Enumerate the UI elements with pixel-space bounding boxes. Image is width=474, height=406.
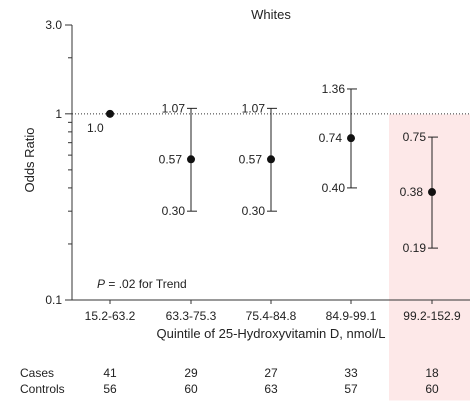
- y-tick-label: 0.1: [45, 293, 62, 307]
- lower-ci-label: 0.40: [322, 181, 346, 195]
- or-label: 0.57: [159, 152, 183, 166]
- data-point: [267, 155, 275, 164]
- lower-ci-label: 0.30: [242, 204, 266, 218]
- x-tick-label: 84.9-99.1: [326, 309, 377, 323]
- data-point: [347, 134, 355, 143]
- x-tick-label: 99.2-152.9: [403, 309, 461, 323]
- table-cell: 29: [184, 366, 198, 380]
- data-point: [428, 188, 436, 197]
- or-label: 1.0: [87, 121, 104, 135]
- y-tick-label: 1: [55, 107, 62, 121]
- table-cell: 63: [264, 382, 278, 396]
- data-marks: 1.0 1.07 0.30 0.57 1.07 0.30 0.57 1.36 0.40 0.74 0…: [87, 82, 438, 255]
- table-cell: 60: [425, 382, 439, 396]
- table-cell: 56: [103, 382, 117, 396]
- x-axis: 15.2-63.2 63.3-75.3 75.4-84.8 84.9-99.1 99.2…: [72, 299, 470, 323]
- highlight-band: [389, 114, 470, 401]
- lower-ci-label: 0.19: [403, 241, 427, 255]
- upper-ci-label: 1.07: [242, 101, 266, 115]
- table-cell: 60: [184, 382, 198, 396]
- x-tick-label: 75.4-84.8: [246, 309, 297, 323]
- x-tick-label: 15.2-63.2: [85, 309, 136, 323]
- y-tick-label: 3.0: [45, 18, 62, 32]
- table-row-label: Cases: [20, 366, 54, 380]
- table-cell: 41: [103, 366, 117, 380]
- y-axis: 0.1 1 3.0: [45, 18, 73, 307]
- table-row-label: Controls: [20, 382, 65, 396]
- x-axis-label: Quintile of 25-Hydroxyvitamin D, nmol/L: [156, 326, 385, 341]
- counts-table: Cases 41 29 27 33 18 Controls 56 60 63 57 60: [20, 366, 439, 396]
- table-cell: 57: [344, 382, 358, 396]
- y-axis-label: Odds Ratio: [22, 127, 37, 192]
- chart-title: Whites: [251, 7, 291, 22]
- or-label: 0.74: [319, 131, 343, 145]
- table-cell: 27: [264, 366, 278, 380]
- trend-annotation: P = .02 for Trend: [97, 277, 187, 291]
- upper-ci-label: 1.07: [162, 101, 186, 115]
- data-point: [187, 155, 195, 164]
- trend-p: P: [97, 277, 105, 291]
- table-cell: 33: [344, 366, 358, 380]
- trend-text: = .02 for Trend: [105, 277, 187, 291]
- or-label: 0.57: [239, 152, 263, 166]
- upper-ci-label: 1.36: [322, 82, 346, 96]
- upper-ci-label: 0.75: [403, 130, 427, 144]
- table-cell: 18: [425, 366, 439, 380]
- x-tick-label: 63.3-75.3: [166, 309, 217, 323]
- lower-ci-label: 0.30: [162, 204, 186, 218]
- data-point: [106, 109, 114, 118]
- or-label: 0.38: [400, 185, 424, 199]
